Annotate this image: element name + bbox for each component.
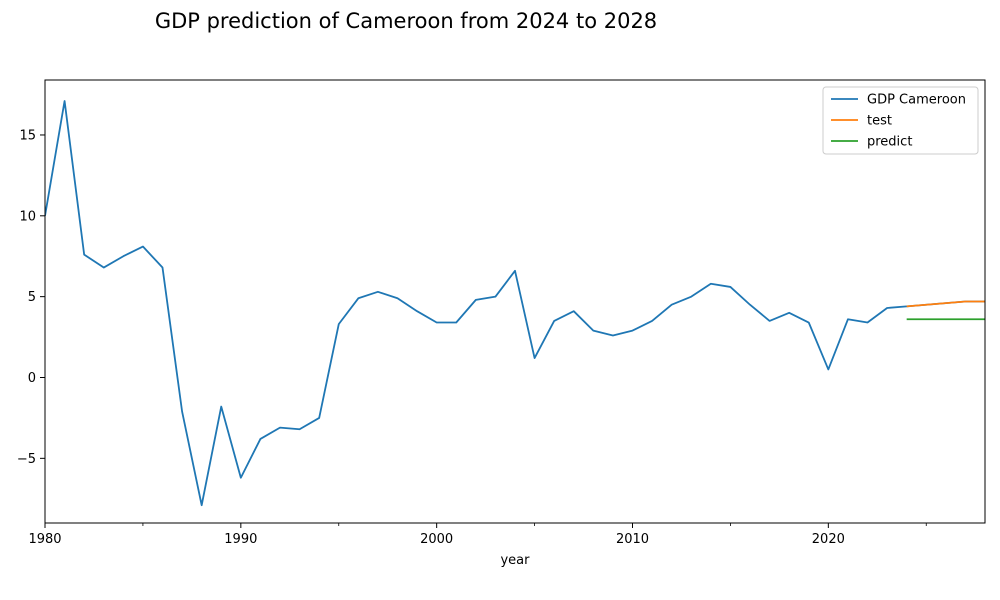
y-tick-label-1: 0	[28, 371, 36, 386]
y-tick-label-4: 15	[19, 128, 36, 143]
x-tick-label-1: 1990	[224, 532, 257, 547]
x-tick-label-2: 2000	[420, 532, 453, 547]
series-line-1	[906, 300, 985, 308]
x-axis-label: year	[500, 553, 530, 568]
y-tick-label-3: 10	[19, 209, 36, 224]
plot-layer	[45, 100, 985, 507]
y-axis: −5 0 5 10 15	[17, 128, 45, 467]
legend-label-2: predict	[867, 135, 912, 150]
x-tick-label-0: 1980	[28, 532, 61, 547]
legend: GDP Cameroon test predict	[822, 86, 979, 155]
y-tick-label-2: 5	[28, 290, 36, 305]
x-tick-label-3: 2010	[616, 532, 649, 547]
legend-label-0: GDP Cameroon	[867, 93, 966, 108]
x-tick-label-4: 2020	[812, 532, 845, 547]
series-line-0	[45, 100, 985, 507]
chart-title: GDP prediction of Cameroon from 2024 to …	[155, 9, 657, 33]
legend-label-1: test	[867, 114, 892, 129]
legend-box	[822, 86, 979, 155]
y-tick-label-0: −5	[17, 452, 36, 467]
plot-frame	[44, 79, 986, 524]
x-axis: 1980 1990 2000 2010 2020	[28, 523, 927, 547]
